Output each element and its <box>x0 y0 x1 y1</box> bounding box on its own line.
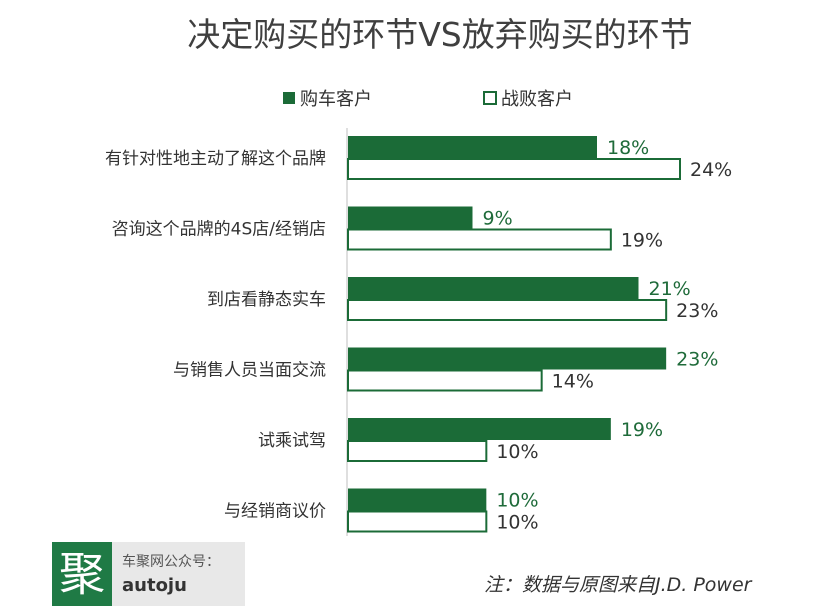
value-label-purchased: 18% <box>607 137 649 159</box>
bar-purchased <box>348 347 667 370</box>
value-label-purchased: 9% <box>483 208 513 230</box>
value-label-purchased: 21% <box>649 278 691 300</box>
bar-purchased <box>348 136 597 158</box>
bar-lost <box>347 228 612 251</box>
category-label: 与销售人员当面交流 <box>173 361 326 381</box>
value-label-purchased: 19% <box>621 419 663 441</box>
legend-swatch-purchased <box>283 92 295 104</box>
bar-lost <box>347 299 668 321</box>
bar-lost <box>347 510 488 533</box>
value-label-purchased: 23% <box>676 349 718 371</box>
category-label: 试乘试驾 <box>258 431 326 451</box>
bar-purchased <box>348 418 611 440</box>
bars-group: 有针对性地主动了解这个品牌 18% 24% 咨询这个品牌的4S店/经销店 9% 19% 到店… <box>105 136 732 534</box>
category-label: 到店看静态实车 <box>207 290 326 310</box>
category-label: 与经销商议价 <box>224 502 326 522</box>
watermark-logo: 聚 车聚网公众号： autoju <box>52 542 245 606</box>
value-label-lost: 19% <box>621 230 663 252</box>
bar-lost <box>347 369 543 392</box>
bar-purchased <box>348 206 473 229</box>
value-label-lost: 10% <box>496 441 538 463</box>
value-label-lost: 24% <box>690 159 732 181</box>
bar-lost <box>347 440 488 462</box>
category-label: 咨询这个品牌的4S店/经销店 <box>112 220 326 240</box>
bar-purchased <box>348 277 639 299</box>
bar-lost <box>347 158 681 180</box>
legend-label-purchased: 购车客户 <box>300 89 372 110</box>
legend-label-lost: 战败客户 <box>501 89 573 110</box>
value-label-purchased: 10% <box>496 490 538 512</box>
watermark-account-label: 车聚网公众号： <box>122 554 220 570</box>
watermark-account-id: autoju <box>122 575 187 596</box>
value-label-lost: 10% <box>496 512 538 534</box>
bar-purchased <box>348 488 487 511</box>
value-label-lost: 14% <box>552 371 594 393</box>
legend: 购车客户 战败客户 <box>283 89 573 110</box>
value-label-lost: 23% <box>676 300 718 322</box>
logo-mark: 聚 <box>52 542 112 606</box>
legend-swatch-lost <box>483 91 497 105</box>
chart-title: 决定购买的环节VS放弃购买的环节 <box>187 15 693 54</box>
source-note: 注：数据与原图来自J.D. Power <box>484 574 752 596</box>
category-label: 有针对性地主动了解这个品牌 <box>105 149 326 169</box>
